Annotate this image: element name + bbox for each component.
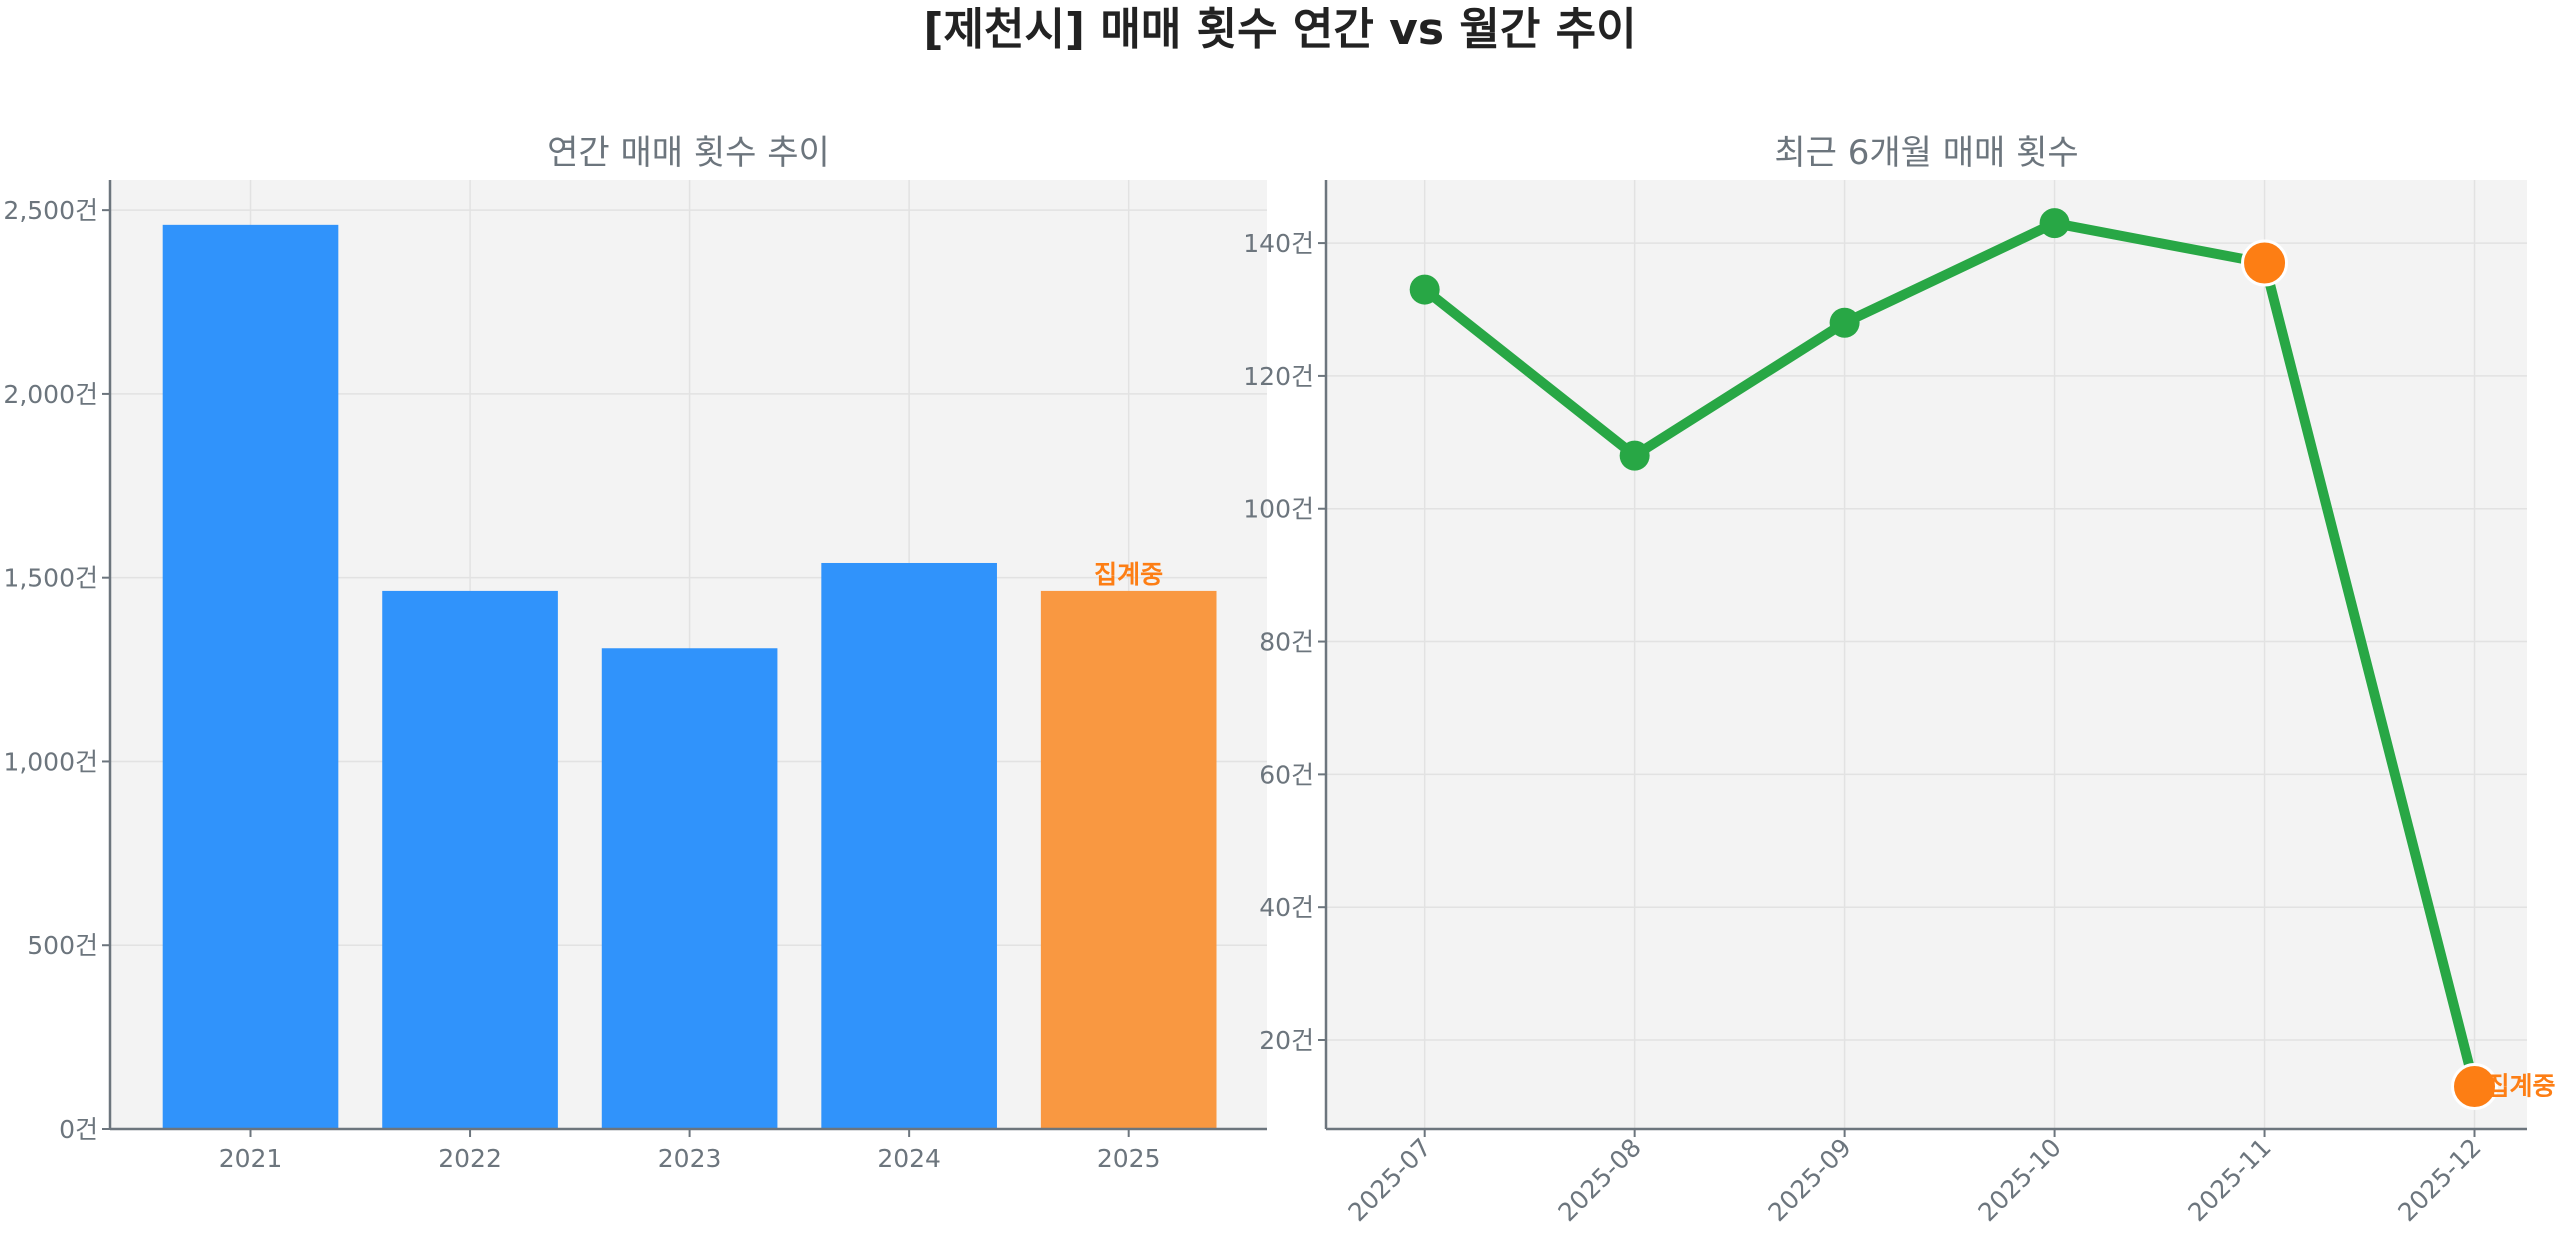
y-tick-label: 140건 [1243,229,1314,258]
y-tick-label: 120건 [1243,362,1314,391]
x-tick-label: 2024 [877,1144,941,1173]
x-tick-label: 2025-08 [1553,1133,1647,1227]
y-tick-label: 100건 [1243,495,1314,524]
x-tick-label: 2025 [1097,1144,1161,1173]
subplot-title: 최근 6개월 매매 횟수 [1774,133,2078,173]
y-tick-label: 40건 [1259,893,1314,922]
partial-annotation: 집계중 [2487,1071,2556,1100]
x-tick-label: 2025-07 [1343,1133,1437,1227]
figure-title: [제천시] 매매 횟수 연간 vs 월간 추이 [923,4,1637,55]
y-tick-label: 1,000건 [3,747,98,776]
y-tick-label: 0건 [59,1115,98,1144]
data-point [1409,274,1440,305]
x-tick-label: 2025-09 [1762,1133,1856,1227]
bar-partial [1040,590,1217,1129]
partial-data-point [2241,239,2289,287]
y-tick-label: 1,500건 [3,564,98,593]
bar [162,224,339,1129]
series-line [1421,218,2480,1088]
y-tick-label: 20건 [1259,1026,1314,1055]
partial-annotation: 집계중 [1094,560,1163,589]
x-tick-label: 2023 [658,1144,722,1173]
x-tick-label: 2025-12 [2392,1133,2486,1227]
partial-data-point [2451,1062,2499,1110]
bar [821,562,997,1129]
y-tick-label: 60건 [1259,760,1314,789]
data-point [2039,208,2070,239]
y-tick-label: 2,500건 [3,196,98,225]
x-tick-label: 2025-11 [2182,1133,2276,1227]
x-tick-label: 2025-10 [1972,1133,2066,1227]
y-tick-label: 80건 [1259,628,1314,657]
x-tick-label: 2022 [438,1144,502,1173]
data-point [1619,440,1650,471]
y-tick-label: 2,000건 [3,380,98,409]
plot-area [1326,180,2527,1129]
bar [601,648,778,1129]
x-tick-label: 2021 [219,1144,283,1173]
data-point [1829,307,1860,338]
bar [382,590,558,1129]
subplot-title: 연간 매매 횟수 추이 [547,133,830,173]
y-tick-label: 500건 [27,931,98,960]
